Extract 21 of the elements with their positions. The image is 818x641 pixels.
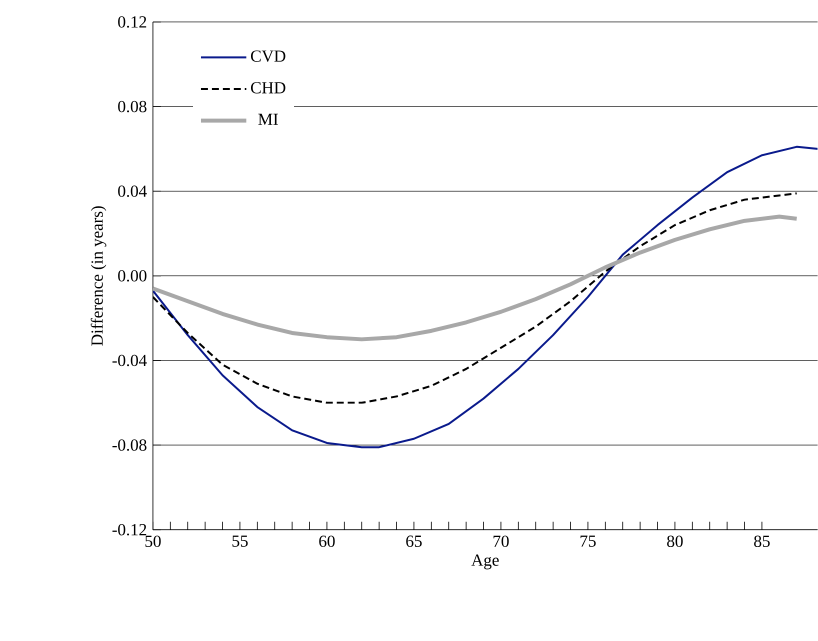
y-tick-label: 0.00 [118, 270, 146, 282]
legend-label: CHD [250, 82, 286, 94]
x-tick-label: 85 [754, 536, 770, 548]
x-tick-label: 75 [580, 536, 596, 547]
y-tick-label: 0.08 [118, 101, 146, 112]
y-tick-label: -0.04 [112, 354, 147, 366]
legend-label: MI [258, 114, 278, 126]
y-tick-label: 0.04 [118, 186, 147, 198]
y-tick-label: -0.12 [112, 524, 146, 536]
x-tick-label: 70 [494, 536, 509, 548]
x-tick-label: 80 [667, 536, 683, 548]
x-tick-label: 60 [319, 536, 335, 548]
y-axis-title: Difference (in years) [90, 206, 106, 346]
x-axis-title: Age [471, 554, 499, 570]
x-tick-label: 65 [406, 536, 422, 548]
y-tick-label: 0.12 [118, 16, 146, 28]
x-tick-label: 55 [232, 536, 248, 547]
legend-label: CVD [250, 50, 286, 62]
line-series [152, 146, 818, 448]
y-tick-label: -0.08 [112, 440, 146, 451]
x-tick-label: 50 [145, 536, 161, 548]
